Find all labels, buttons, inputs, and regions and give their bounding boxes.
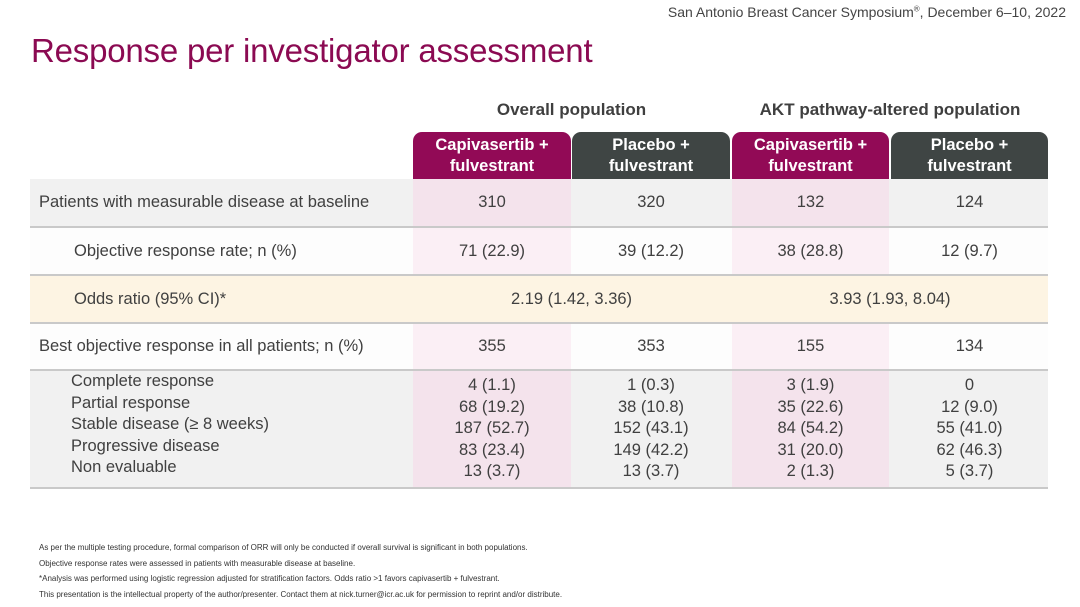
column-header-line2: fulvestrant [608,156,694,175]
value-partial-response: 38 (10.8) [617,397,685,416]
label-complete-response: Complete response [71,372,215,390]
value-complete-response: 4 (1.1) [468,376,516,395]
column-header-capivasertib-overall: Capivasertib + fulvestrant [413,132,571,179]
label-non-evaluable: Non evaluable [71,458,177,477]
column-header-line2: fulvestrant [927,156,1012,175]
value-complete-response: 1 (0.3) [627,376,675,395]
value-progressive-disease: 62 (46.3) [936,440,1003,459]
value-partial-response: 12 (9.0) [941,397,998,416]
footnote-multiple-testing: As per the multiple testing procedure, f… [39,543,528,552]
cell-placebo-overall: 353 [637,337,665,355]
value-partial-response: 35 (22.6) [777,397,844,416]
cell-capivasertib-overall: 4 (1.1) 68 (19.2) 187 (52.7) 83 (23.4) 1… [413,371,571,487]
group-overall-population: Overall population [496,100,647,119]
footnote-measurable-disease: Objective response rates were assessed i… [39,558,356,568]
value-stable-disease: 55 (41.0) [936,419,1003,438]
footnotes: As per the multiple testing procedure, f… [39,540,562,602]
cell-placebo-akt: 134 [955,337,984,355]
value-non-evaluable: 13 (3.7) [463,462,521,481]
value-progressive-disease: 149 (42.2) [613,440,689,459]
cell-odds-akt: 3.93 (1.93, 8.04) [829,289,951,308]
table-row-objective-response-rate: Objective response rate; n (%) 71 (22.9)… [30,228,1048,276]
value-stable-disease: 152 (43.1) [613,419,689,438]
cell-capivasertib-akt: 155 [732,324,889,369]
cell-capivasertib-overall: 355 [413,324,571,369]
table-row-response-breakdown: Complete response Partial response Stabl… [30,371,1048,489]
value-complete-response: 3 (1.9) [786,376,835,395]
cell-odds-overall: 2.19 (1.42, 3.36) [510,289,633,308]
value-non-evaluable: 5 (3.7) [945,462,994,481]
value-stable-disease: 84 (54.2) [777,419,844,438]
cell-capivasertib-akt: 3 (1.9) 35 (22.6) 84 (54.2) 31 (20.0) 2 … [732,371,889,487]
footnote-analysis: *Analysis was performed using logistic r… [39,574,500,583]
conference-line: San Antonio Breast Cancer Symposium®, De… [668,4,1066,20]
label-partial-response: Partial response [71,393,191,412]
cell-placebo-akt: 0 12 (9.0) 55 (41.0) 62 (46.3) 5 (3.7) [891,371,1048,487]
cell-capivasertib-akt: 132 [732,179,889,226]
registered-mark: ® [913,4,920,14]
row-label: Odds ratio (95% CI)* [74,289,227,308]
column-header-line2: fulvestrant [768,156,853,175]
cell-placebo-overall: 320 [637,193,665,211]
row-label: Patients with measurable disease at base… [39,193,370,211]
column-header-line1: Placebo + [612,135,690,154]
column-header-line2: fulvestrant [449,156,535,175]
cell-capivasertib-overall: 310 [413,179,571,226]
value-partial-response: 68 (19.2) [458,397,526,416]
label-stable-disease: Stable disease (≥ 8 weeks) [71,415,269,434]
label-progressive-disease: Progressive disease [71,436,220,455]
column-header-line1: Capivasertib + [753,135,868,154]
response-labels: Complete response Partial response Stabl… [30,371,413,487]
table-row-measurable-disease: Patients with measurable disease at base… [30,179,1048,228]
column-header-line1: Capivasertib + [435,135,549,154]
value-stable-disease: 187 (52.7) [454,419,530,438]
cell-placebo-overall: 39 (12.2) [617,241,685,260]
column-header-placebo-akt: Placebo + fulvestrant [891,132,1048,179]
conference-name: San Antonio Breast Cancer Symposium [667,4,914,20]
row-label: Best objective response in all patients;… [39,337,364,355]
value-non-evaluable: 2 (1.3) [786,462,835,481]
conference-date: , December 6–10, 2022 [919,4,1066,20]
value-progressive-disease: 83 (23.4) [458,440,526,459]
column-header-placebo-overall: Placebo + fulvestrant [572,132,730,179]
cell-placebo-akt: 124 [955,193,984,211]
value-progressive-disease: 31 (20.0) [777,440,844,459]
cell-capivasertib-akt: 38 (28.8) [732,228,889,274]
value-non-evaluable: 13 (3.7) [622,462,680,481]
cell-placebo-overall: 1 (0.3) 38 (10.8) 152 (43.1) 149 (42.2) … [572,371,730,487]
value-complete-response: 0 [964,376,975,395]
table-row-best-objective-response: Best objective response in all patients;… [30,324,1048,371]
row-label: Objective response rate; n (%) [74,241,297,260]
cell-placebo-akt: 12 (9.7) [941,241,998,260]
column-header-capivasertib-akt: Capivasertib + fulvestrant [732,132,889,179]
page-title: Response per investigator assessment [31,32,593,69]
column-header-line1: Placebo + [930,135,1009,154]
footnote-copyright: This presentation is the intellectual pr… [39,589,563,599]
group-akt-population: AKT pathway-altered population [759,100,1021,119]
cell-capivasertib-overall: 71 (22.9) [413,228,571,274]
table-row-odds-ratio: Odds ratio (95% CI)* 2.19 (1.42, 3.36) 3… [30,276,1048,324]
